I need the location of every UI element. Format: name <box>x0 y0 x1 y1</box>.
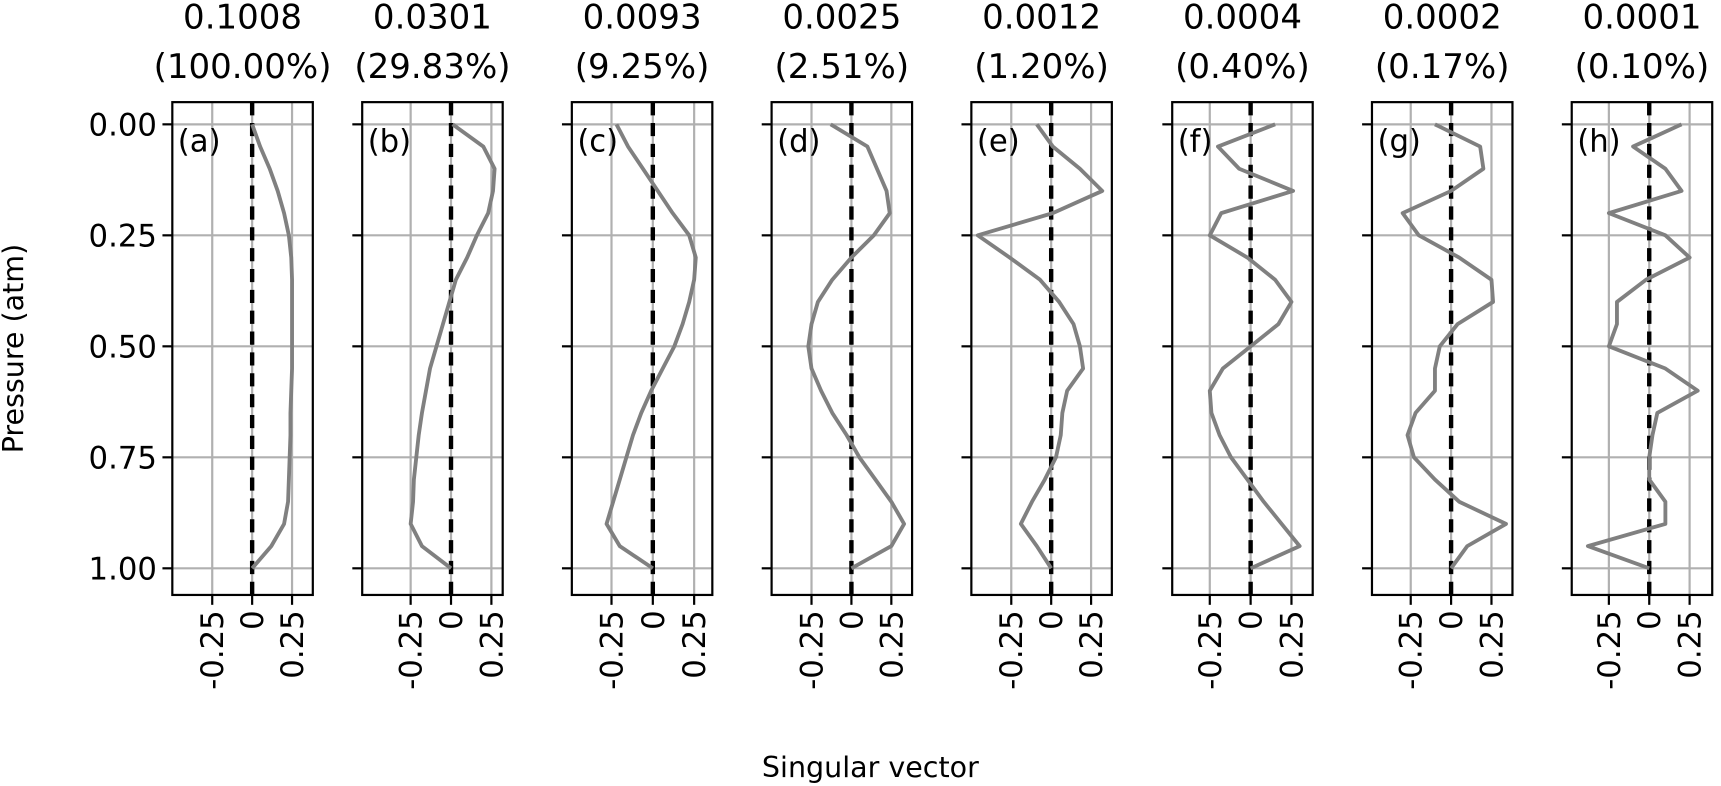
y-tick-label: 0.00 <box>89 107 157 143</box>
axes-frame <box>171 101 314 597</box>
panel-label: (d) <box>777 124 820 160</box>
x-tick-label: 0.25 <box>474 610 510 678</box>
panel-title: 0.0004 <box>1183 0 1302 38</box>
axes-frame <box>970 101 1113 597</box>
profile-line <box>1400 122 1508 570</box>
axes-frame <box>1570 101 1714 597</box>
panel-label: (a) <box>178 124 221 160</box>
x-tick-label: 0.25 <box>874 610 910 678</box>
axes-frame <box>770 101 914 597</box>
x-axis-label: Singular vector <box>762 751 979 784</box>
x-tick-label: 0.25 <box>1274 610 1310 678</box>
panel-label: (g) <box>1377 124 1420 160</box>
x-tick-label: 0.25 <box>275 610 311 678</box>
panel-subtitle: (1.20%) <box>974 47 1109 87</box>
panel-title: 0.0002 <box>1383 0 1502 38</box>
panel-label: (c) <box>577 124 618 160</box>
profile-line <box>250 123 294 570</box>
x-tick-label: 0 <box>1434 610 1470 630</box>
panel-subtitle: (0.10%) <box>1575 47 1710 87</box>
x-tick-label: 0 <box>1632 610 1668 630</box>
panel-label: (e) <box>977 124 1020 160</box>
panel-subtitle: (0.17%) <box>1375 47 1510 87</box>
y-tick-label: 0.25 <box>89 218 157 254</box>
panel-label: (b) <box>368 124 411 160</box>
x-tick-label: -0.25 <box>594 610 630 689</box>
panel-label: (h) <box>1577 124 1620 160</box>
x-tick-label: -0.25 <box>1394 610 1430 689</box>
profile-line <box>408 122 497 570</box>
axes-frame <box>1370 101 1514 597</box>
x-tick-label: 0 <box>1034 610 1070 630</box>
x-tick-label: -0.25 <box>1592 610 1628 689</box>
panel-subtitle: (9.25%) <box>575 47 710 87</box>
x-tick-label: 0 <box>1234 610 1270 630</box>
axes-frame <box>570 101 714 597</box>
x-tick-label: -0.25 <box>1193 610 1229 689</box>
profile-line <box>604 123 698 570</box>
panel-subtitle: (29.83%) <box>354 47 510 87</box>
panel-label: (f) <box>1178 124 1213 160</box>
x-tick-label: -0.25 <box>994 610 1030 689</box>
axes-frame <box>361 101 504 597</box>
x-tick-label: 0.25 <box>1074 610 1110 678</box>
panel-title: 0.0025 <box>782 0 901 38</box>
x-tick-label: -0.25 <box>394 610 430 689</box>
profile-line <box>975 123 1105 570</box>
panel-subtitle: (100.00%) <box>154 47 332 87</box>
panel-subtitle: (2.51%) <box>775 47 910 87</box>
x-tick-label: 0.25 <box>1474 610 1510 678</box>
x-tick-label: 0 <box>434 610 470 630</box>
panel-title: 0.0001 <box>1582 0 1701 38</box>
panel-title: 0.0093 <box>583 0 702 38</box>
x-tick-label: 0 <box>834 610 870 630</box>
panel-title: 0.1008 <box>183 0 302 38</box>
y-tick-label: 1.00 <box>89 551 157 587</box>
profile-line <box>1207 122 1302 571</box>
x-tick-label: -0.25 <box>794 610 830 689</box>
panel-title: 0.0012 <box>982 0 1101 38</box>
profile-line <box>1585 122 1700 571</box>
x-tick-label: 0.25 <box>677 610 713 678</box>
x-tick-label: 0 <box>235 610 271 630</box>
y-axis-label: Pressure (atm) <box>0 244 30 454</box>
y-tick-label: 0.50 <box>89 329 157 365</box>
y-tick-label: 0.75 <box>89 440 157 476</box>
axes-frame <box>1171 101 1314 597</box>
x-tick-label: 0 <box>636 610 672 630</box>
x-tick-label: 0.25 <box>1673 610 1709 678</box>
profile-line <box>806 122 907 570</box>
x-tick-label: -0.25 <box>195 610 231 689</box>
panel-subtitle: (0.40%) <box>1175 47 1310 87</box>
panel-title: 0.0301 <box>373 0 492 38</box>
